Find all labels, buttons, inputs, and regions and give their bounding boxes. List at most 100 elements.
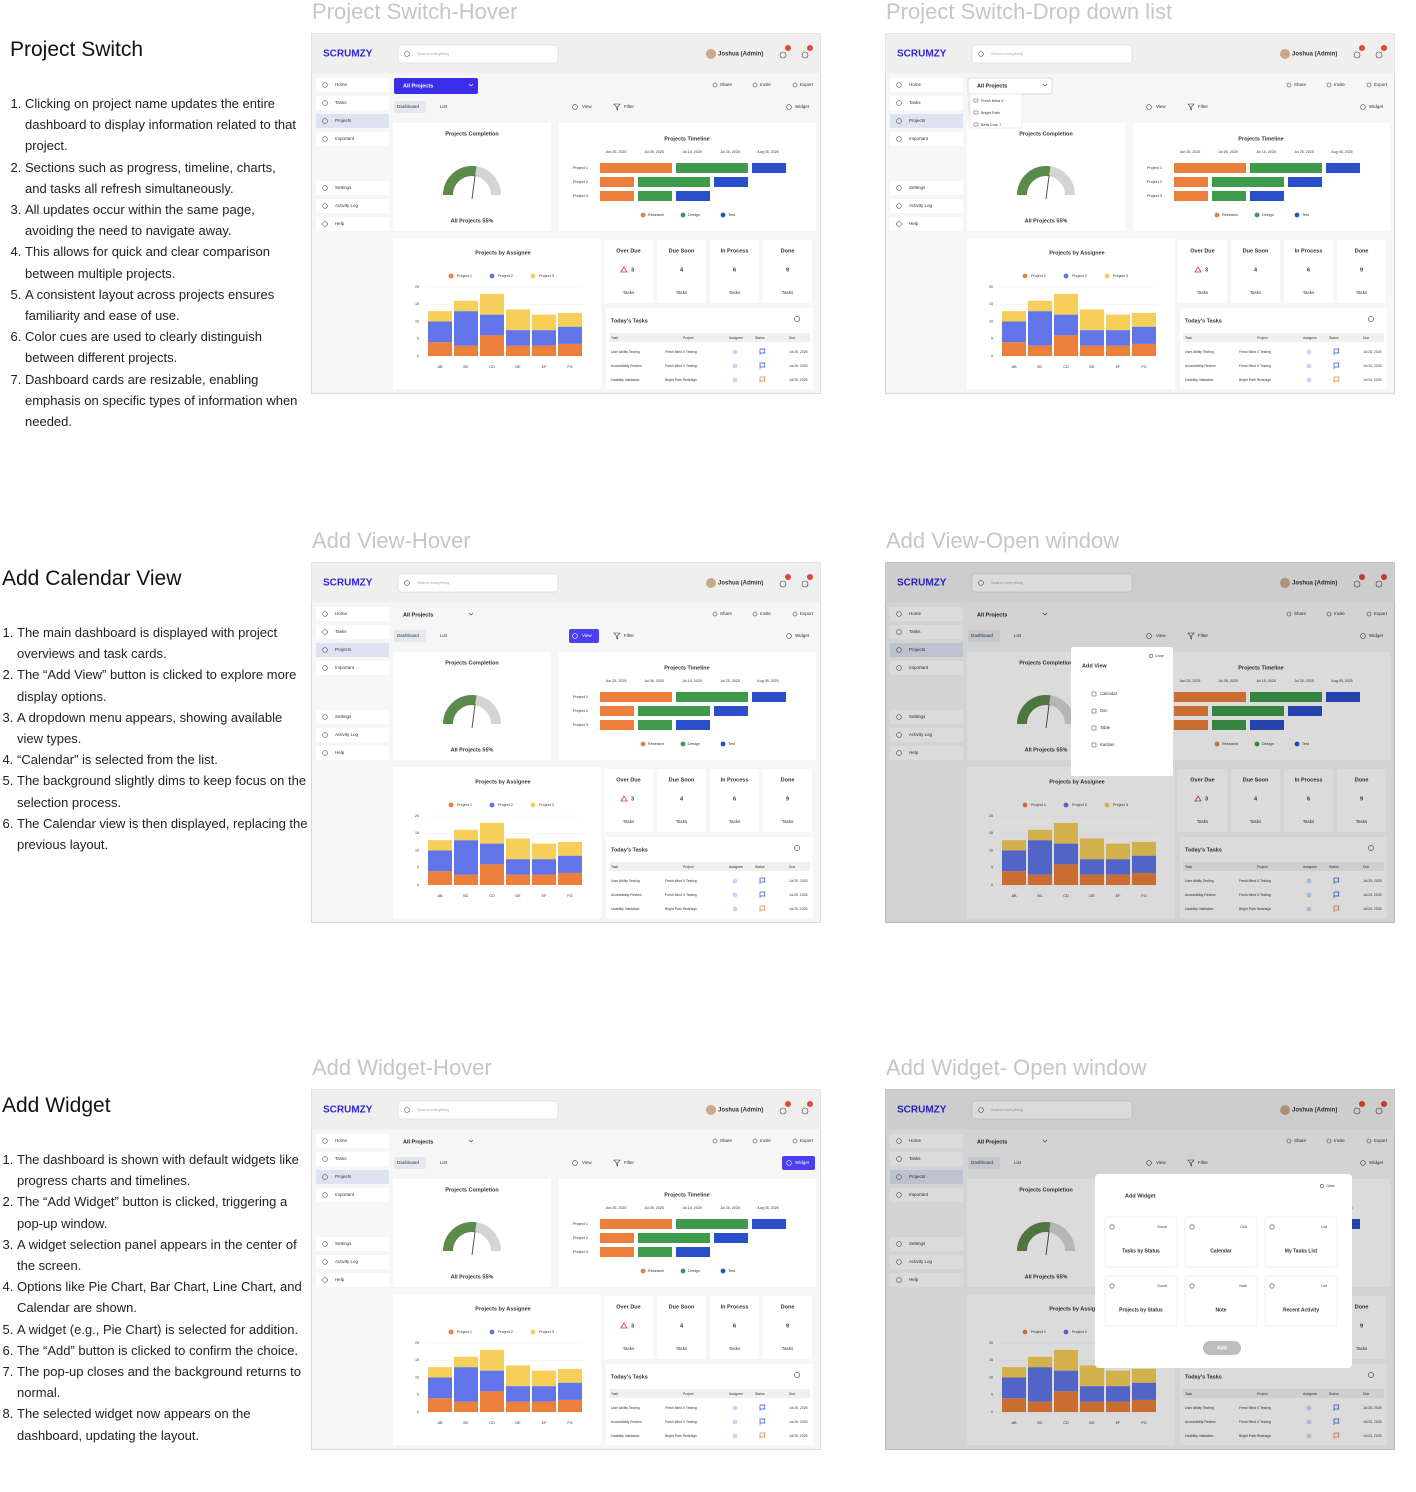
view-option[interactable]: Calendar <box>1100 691 1118 696</box>
nav-item[interactable] <box>316 1255 389 1269</box>
tab[interactable]: List <box>1014 1160 1022 1165</box>
nav-item[interactable] <box>890 96 963 110</box>
nav-item[interactable] <box>890 132 963 146</box>
nav-item[interactable] <box>890 710 963 724</box>
project-switch[interactable]: All Projects <box>977 83 1007 89</box>
search-box[interactable] <box>397 44 559 64</box>
tab[interactable]: Dashboard <box>971 1160 994 1165</box>
tab[interactable]: Dashboard <box>397 633 420 638</box>
nav-item[interactable] <box>316 78 389 92</box>
search-box[interactable] <box>397 573 559 593</box>
view-option[interactable]: Table <box>1100 725 1111 730</box>
nav-item[interactable] <box>890 728 963 742</box>
view-button[interactable]: View <box>1156 633 1166 638</box>
widget-tile[interactable] <box>1104 1216 1178 1268</box>
nav-item[interactable] <box>316 1273 389 1287</box>
widget-button[interactable]: Widget <box>795 1160 810 1165</box>
toolbar-action[interactable]: Share <box>720 82 733 87</box>
view-option[interactable]: Kanban <box>1100 742 1115 747</box>
view-button[interactable]: View <box>1156 1160 1166 1165</box>
nav-item[interactable] <box>890 1188 963 1202</box>
nav-item[interactable] <box>890 114 963 128</box>
widget-button[interactable]: Widget <box>1369 633 1384 638</box>
widget-button[interactable]: Widget <box>795 633 810 638</box>
tab[interactable]: Dashboard <box>397 104 420 109</box>
project-switch[interactable]: All Projects <box>403 83 433 89</box>
nav-item[interactable] <box>890 1237 963 1251</box>
widget-tile[interactable] <box>1184 1275 1258 1327</box>
nav-item[interactable] <box>890 1170 963 1184</box>
nav-item[interactable] <box>316 643 389 657</box>
project-switch[interactable]: All Projects <box>977 612 1007 618</box>
filter-button[interactable]: Filter <box>624 633 635 638</box>
dropdown-item[interactable]: Fresh Mind X <box>981 99 1004 103</box>
tab[interactable]: List <box>1014 633 1022 638</box>
toolbar-action[interactable]: Share <box>720 1138 733 1143</box>
nav-item[interactable] <box>316 217 389 231</box>
add-button-label[interactable]: Add <box>1217 1345 1227 1351</box>
nav-item[interactable] <box>890 199 963 213</box>
tab[interactable]: Dashboard <box>397 1160 420 1165</box>
widget-tile[interactable] <box>1104 1275 1178 1327</box>
toolbar-action[interactable]: Share <box>1294 82 1307 87</box>
view-button[interactable]: View <box>1156 104 1166 109</box>
toolbar-action[interactable]: Invite <box>760 1138 771 1143</box>
tab[interactable]: List <box>440 104 448 109</box>
nav-item[interactable] <box>316 1237 389 1251</box>
nav-item[interactable] <box>890 607 963 621</box>
close-button[interactable]: Close <box>1155 654 1164 658</box>
dropdown-item[interactable]: Beta Core 7 <box>981 123 1001 127</box>
toolbar-action[interactable]: Export <box>1374 1138 1388 1143</box>
toolbar-action[interactable]: Export <box>800 1138 814 1143</box>
widget-tile[interactable] <box>1264 1275 1338 1327</box>
project-switch[interactable]: All Projects <box>403 612 433 618</box>
toolbar-action[interactable]: Invite <box>1334 1138 1345 1143</box>
toolbar-action[interactable]: Share <box>1294 1138 1307 1143</box>
toolbar-action[interactable]: Invite <box>1334 82 1345 87</box>
nav-item[interactable] <box>890 625 963 639</box>
search-box[interactable] <box>971 44 1133 64</box>
nav-item[interactable] <box>890 217 963 231</box>
project-switch[interactable]: All Projects <box>977 1139 1007 1145</box>
nav-item[interactable] <box>316 1188 389 1202</box>
toolbar-action[interactable]: Invite <box>760 611 771 616</box>
toolbar-action[interactable]: Export <box>800 611 814 616</box>
search-box[interactable] <box>971 573 1133 593</box>
toolbar-action[interactable]: Share <box>720 611 733 616</box>
search-box[interactable] <box>971 1100 1133 1120</box>
tab[interactable]: Dashboard <box>971 633 994 638</box>
nav-item[interactable] <box>890 1134 963 1148</box>
filter-button[interactable]: Filter <box>624 1160 635 1165</box>
nav-item[interactable] <box>316 199 389 213</box>
widget-tile[interactable] <box>1264 1216 1338 1268</box>
toolbar-action[interactable]: Export <box>800 82 814 87</box>
toolbar-action[interactable]: Share <box>1294 611 1307 616</box>
view-button[interactable]: View <box>582 1160 592 1165</box>
nav-item[interactable] <box>316 96 389 110</box>
nav-item[interactable] <box>890 1273 963 1287</box>
filter-button[interactable]: Filter <box>624 104 635 109</box>
nav-item[interactable] <box>316 710 389 724</box>
nav-item[interactable] <box>890 643 963 657</box>
nav-item[interactable] <box>316 728 389 742</box>
widget-button[interactable]: Widget <box>1369 1160 1384 1165</box>
view-button[interactable]: View <box>582 633 592 638</box>
widget-tile[interactable] <box>1184 1216 1258 1268</box>
nav-item[interactable] <box>890 1255 963 1269</box>
nav-item[interactable] <box>316 661 389 675</box>
close-button[interactable]: Close <box>1326 1184 1335 1188</box>
toolbar-action[interactable]: Invite <box>760 82 771 87</box>
view-option[interactable]: Doc <box>1100 708 1107 713</box>
nav-item[interactable] <box>316 746 389 760</box>
view-button[interactable]: View <box>582 104 592 109</box>
toolbar-action[interactable]: Invite <box>1334 611 1345 616</box>
filter-button[interactable]: Filter <box>1198 104 1209 109</box>
nav-item[interactable] <box>316 1152 389 1166</box>
nav-item[interactable] <box>890 78 963 92</box>
nav-item[interactable] <box>316 1134 389 1148</box>
nav-item[interactable] <box>890 746 963 760</box>
nav-item[interactable] <box>890 1152 963 1166</box>
nav-item[interactable] <box>316 607 389 621</box>
dropdown-item[interactable]: Bright Path <box>981 111 1000 115</box>
project-switch[interactable]: All Projects <box>403 1139 433 1145</box>
